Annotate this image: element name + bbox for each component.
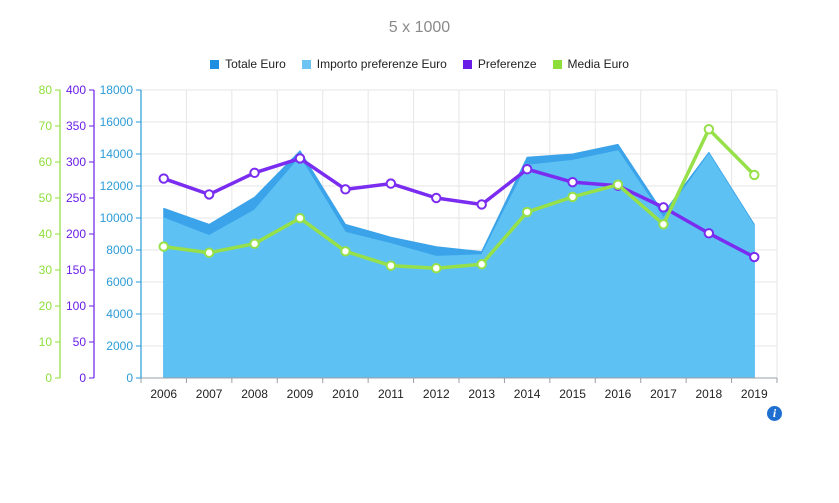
y-tick-label-totale-euro: 6000 (106, 275, 133, 289)
point-media-euro (385, 260, 397, 271)
line-series-media-euro (161, 127, 757, 270)
legend-label-preferenze: Preferenze (477, 57, 537, 71)
y-tick-label-media-euro: 30 (39, 263, 53, 277)
info-icon[interactable]: i (767, 406, 782, 421)
chart-title: 5 x 1000 (388, 19, 451, 36)
y-tick-label-media-euro: 0 (45, 371, 52, 385)
y-tick-label-totale-euro: 18000 (100, 83, 134, 97)
y-tick-label-totale-euro: 10000 (100, 211, 134, 225)
point-preferenze (203, 189, 215, 200)
x-tick-label: 2007 (196, 387, 223, 401)
y-tick-label-preferenze: 0 (79, 371, 86, 385)
y-tick-label-media-euro: 50 (39, 191, 53, 205)
point-media-euro (612, 179, 624, 190)
line-series-preferenze (161, 156, 757, 259)
y-tick-label-totale-euro: 12000 (100, 179, 134, 193)
point-preferenze (294, 153, 306, 164)
x-tick-label: 2013 (468, 387, 495, 401)
point-media-euro (703, 124, 715, 135)
legend-item-totale-euro[interactable]: Totale Euro (210, 57, 286, 71)
legend-item-media-euro[interactable]: Media Euro (552, 57, 629, 71)
y-tick-label-totale-euro: 4000 (106, 307, 133, 321)
point-media-euro (294, 212, 306, 224)
point-preferenze (567, 176, 578, 188)
y-tick-label-totale-euro: 14000 (100, 147, 134, 161)
legend-item-importo-preferenze[interactable]: Importo preferenze Euro (301, 57, 447, 71)
point-media-euro (249, 238, 260, 249)
y-tick-label-preferenze: 50 (73, 335, 87, 349)
x-tick-label: 2008 (241, 387, 268, 401)
point-preferenze (340, 184, 351, 195)
x-tick-label: 2006 (150, 387, 177, 401)
x-tick-label: 2010 (332, 387, 359, 401)
legend-label-importo-preferenze: Importo preferenze Euro (316, 57, 447, 71)
point-media-euro (340, 246, 351, 257)
y-tick-label-totale-euro: 2000 (106, 339, 133, 353)
legend-swatch-media-euro (552, 59, 562, 69)
legend-label-media-euro: Media Euro (567, 57, 629, 71)
point-preferenze (158, 173, 169, 184)
x-tick-label: 2012 (423, 387, 450, 401)
point-preferenze (521, 164, 533, 175)
x-tick-label: 2015 (559, 387, 586, 401)
y-tick-label-preferenze: 200 (66, 227, 86, 241)
x-tick-label: 2019 (741, 387, 768, 401)
x-tick-label: 2016 (605, 387, 632, 401)
point-media-euro (749, 169, 760, 181)
point-media-euro (158, 241, 169, 252)
y-tick-label-media-euro: 70 (39, 119, 53, 133)
y-tick-label-media-euro: 10 (39, 335, 53, 349)
area-series-importo-preferenze (163, 150, 755, 379)
point-preferenze (249, 167, 260, 179)
y-tick-label-media-euro: 40 (39, 227, 53, 241)
legend-label-totale-euro: Totale Euro (225, 57, 286, 71)
point-preferenze (658, 202, 669, 213)
point-media-euro (658, 219, 669, 230)
point-preferenze (749, 251, 760, 263)
point-media-euro (476, 259, 487, 270)
x-tick-label: 2011 (378, 387, 404, 401)
chart-legend: Totale Euro Importo preferenze Euro Pref… (0, 57, 839, 71)
y-tick-label-preferenze: 150 (66, 263, 86, 277)
x-tick-label: 2009 (287, 387, 314, 401)
point-media-euro (203, 247, 215, 258)
x-tick-label: 2017 (650, 387, 677, 401)
point-preferenze (476, 199, 487, 210)
y-tick-label-media-euro: 20 (39, 299, 53, 313)
y-tick-label-media-euro: 80 (39, 83, 53, 97)
point-media-euro (431, 263, 442, 274)
y-tick-label-preferenze: 300 (66, 155, 86, 169)
y-tick-label-preferenze: 250 (66, 191, 86, 205)
y-tick-label-preferenze: 400 (66, 83, 86, 97)
x-tick-label: 2014 (514, 387, 541, 401)
y-tick-label-preferenze: 350 (66, 119, 86, 133)
y-tick-label-preferenze: 100 (66, 299, 86, 313)
point-preferenze (385, 178, 397, 189)
legend-swatch-importo-preferenze (301, 59, 311, 69)
point-preferenze (431, 192, 442, 204)
legend-swatch-totale-euro (210, 59, 220, 69)
y-tick-label-media-euro: 60 (39, 155, 53, 169)
point-preferenze (703, 228, 715, 239)
legend-item-preferenze[interactable]: Preferenze (462, 57, 537, 71)
y-tick-label-totale-euro: 0 (126, 371, 133, 385)
point-media-euro (521, 206, 533, 218)
y-tick-label-totale-euro: 8000 (106, 243, 133, 257)
x-tick-label: 2018 (696, 387, 723, 401)
legend-swatch-preferenze (462, 59, 472, 69)
y-tick-label-totale-euro: 16000 (100, 115, 134, 129)
point-media-euro (567, 191, 578, 203)
